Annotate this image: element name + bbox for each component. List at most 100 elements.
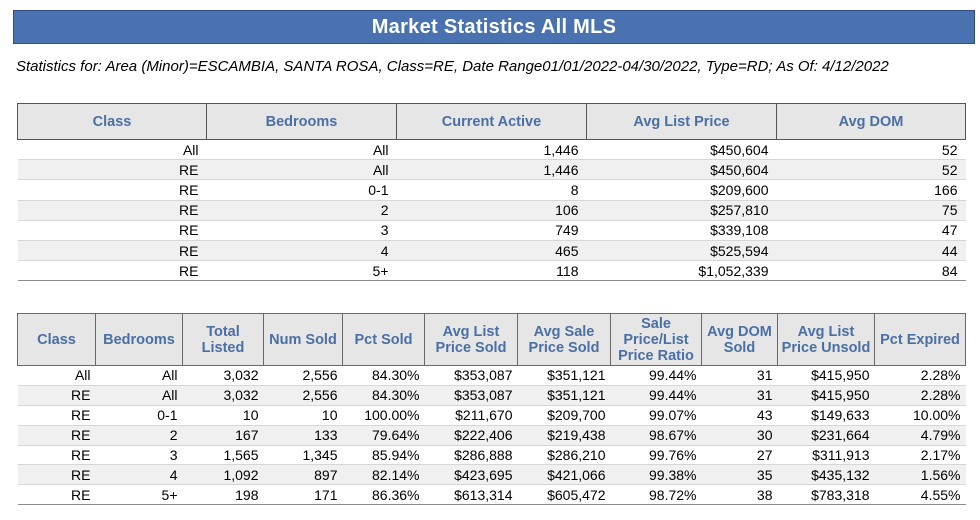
table-cell: $257,810 bbox=[586, 200, 777, 221]
table-cell: RE bbox=[17, 220, 207, 241]
table-cell: $209,600 bbox=[586, 179, 777, 201]
table-cell: 99.44% bbox=[610, 365, 702, 386]
header-pct-expired: Pct Expired bbox=[874, 313, 966, 366]
table-cell: 465 bbox=[396, 240, 587, 262]
table-cell: $222,406 bbox=[424, 425, 518, 446]
table-cell: 99.07% bbox=[610, 405, 702, 426]
table-cell: $605,472 bbox=[517, 484, 611, 506]
table-cell: 749 bbox=[396, 220, 587, 241]
table-cell: $219,438 bbox=[517, 425, 611, 446]
table-cell: 10 bbox=[263, 405, 343, 426]
header-class: Class bbox=[17, 103, 207, 140]
table-cell: RE bbox=[17, 425, 96, 446]
header-avg-list-price-sold: Avg List Price Sold bbox=[424, 313, 518, 366]
table-cell: $421,066 bbox=[517, 464, 611, 486]
table-cell: 2,556 bbox=[263, 385, 343, 406]
table-cell: $149,633 bbox=[777, 405, 875, 426]
table-cell: 1,092 bbox=[182, 464, 264, 486]
table-cell: $525,594 bbox=[586, 240, 777, 262]
table-cell: 99.76% bbox=[610, 445, 702, 466]
sold-table-header-row: Class Bedrooms Total Listed Num Sold Pct… bbox=[17, 313, 966, 366]
table-cell: 35 bbox=[701, 464, 778, 486]
table-cell: $211,670 bbox=[424, 405, 518, 426]
header-avg-dom-sold: Avg DOM Sold bbox=[701, 313, 778, 366]
report-title: Market Statistics All MLS bbox=[13, 10, 975, 44]
table-cell: RE bbox=[17, 484, 96, 506]
table-cell: 166 bbox=[776, 179, 966, 201]
table-row: RE 4 1,092 897 82.14% $423,695 $421,066 99.38% 3… bbox=[17, 464, 966, 486]
table-cell: 0-1 bbox=[95, 405, 183, 426]
table-cell: $1,052,339 bbox=[586, 260, 777, 282]
table-cell: 2.28% bbox=[874, 385, 966, 406]
table-row: RE 2 167 133 79.64% $222,406 $219,438 98.67% 30 $… bbox=[17, 425, 966, 446]
table-cell: 2 bbox=[206, 200, 397, 221]
table-cell: All bbox=[95, 365, 183, 386]
table-cell: 3,032 bbox=[182, 365, 264, 386]
table-cell: 1.56% bbox=[874, 464, 966, 486]
table-cell: $423,695 bbox=[424, 464, 518, 486]
table-cell: 2,556 bbox=[263, 365, 343, 386]
table-cell: 4.79% bbox=[874, 425, 966, 446]
table-cell: 98.67% bbox=[610, 425, 702, 446]
active-table-header-row: Class Bedrooms Current Active Avg List P… bbox=[17, 103, 966, 140]
table-cell: $351,121 bbox=[517, 385, 611, 406]
table-cell: RE bbox=[17, 385, 96, 406]
table-cell: 3,032 bbox=[182, 385, 264, 406]
table-cell: 1,565 bbox=[182, 445, 264, 466]
table-row: RE 3 749 $339,108 47 bbox=[17, 220, 966, 241]
table-cell: 133 bbox=[263, 425, 343, 446]
table-cell: 897 bbox=[263, 464, 343, 486]
table-cell: 38 bbox=[701, 484, 778, 506]
table-cell: 27 bbox=[701, 445, 778, 466]
table-cell: RE bbox=[17, 464, 96, 486]
table-row: All All 1,446 $450,604 52 bbox=[17, 139, 966, 161]
header-bedrooms: Bedrooms bbox=[95, 313, 183, 366]
table-cell: 10 bbox=[182, 405, 264, 426]
table-cell: $353,087 bbox=[424, 365, 518, 386]
table-cell: $613,314 bbox=[424, 484, 518, 506]
table-cell: 1,345 bbox=[263, 445, 343, 466]
active-listings-table: Class Bedrooms Current Active Avg List P… bbox=[17, 103, 966, 282]
table-cell: 10.00% bbox=[874, 405, 966, 426]
table-row: RE 4 465 $525,594 44 bbox=[17, 240, 966, 262]
header-current-active: Current Active bbox=[396, 103, 587, 140]
table-cell: 86.36% bbox=[342, 484, 425, 506]
table-cell: 2.28% bbox=[874, 365, 966, 386]
table-row: All All 3,032 2,556 84.30% $353,087 $351,121 99… bbox=[17, 365, 966, 386]
table-cell: 84 bbox=[776, 260, 966, 282]
table-cell: All bbox=[206, 139, 397, 161]
table-cell: 43 bbox=[701, 405, 778, 426]
table-row: RE 3 1,565 1,345 85.94% $286,888 $286,210 99.76… bbox=[17, 445, 966, 466]
table-cell: RE bbox=[17, 260, 207, 282]
table-cell: $351,121 bbox=[517, 365, 611, 386]
table-cell: 99.38% bbox=[610, 464, 702, 486]
table-cell: $450,604 bbox=[586, 159, 777, 181]
header-pct-sold: Pct Sold bbox=[342, 313, 425, 366]
table-cell: 3 bbox=[95, 445, 183, 466]
table-cell: 85.94% bbox=[342, 445, 425, 466]
table-row: RE 0-1 10 10 100.00% $211,670 $209,700 99.07% 43… bbox=[17, 405, 966, 426]
table-row: RE 5+ 198 171 86.36% $613,314 $605,472 98.72% 38… bbox=[17, 484, 966, 506]
table-row: RE 2 106 $257,810 75 bbox=[17, 200, 966, 221]
header-num-sold: Num Sold bbox=[263, 313, 343, 366]
table-cell: 52 bbox=[776, 159, 966, 181]
table-cell: $783,318 bbox=[777, 484, 875, 506]
table-cell: 8 bbox=[396, 179, 587, 201]
table-cell: $415,950 bbox=[777, 365, 875, 386]
table-cell: RE bbox=[17, 445, 96, 466]
table-cell: 84.30% bbox=[342, 385, 425, 406]
table-cell: 167 bbox=[182, 425, 264, 446]
table-cell: 44 bbox=[776, 240, 966, 262]
table-cell: 30 bbox=[701, 425, 778, 446]
header-avg-dom: Avg DOM bbox=[776, 103, 966, 140]
table-cell: All bbox=[17, 139, 207, 161]
table-cell: 99.44% bbox=[610, 385, 702, 406]
table-cell: All bbox=[206, 159, 397, 181]
table-cell: $353,087 bbox=[424, 385, 518, 406]
table-cell: 198 bbox=[182, 484, 264, 506]
table-cell: RE bbox=[17, 159, 207, 181]
table-row: RE All 3,032 2,556 84.30% $353,087 $351,121 99.… bbox=[17, 385, 966, 406]
table-cell: 84.30% bbox=[342, 365, 425, 386]
table-cell: $209,700 bbox=[517, 405, 611, 426]
table-cell: 4 bbox=[206, 240, 397, 262]
